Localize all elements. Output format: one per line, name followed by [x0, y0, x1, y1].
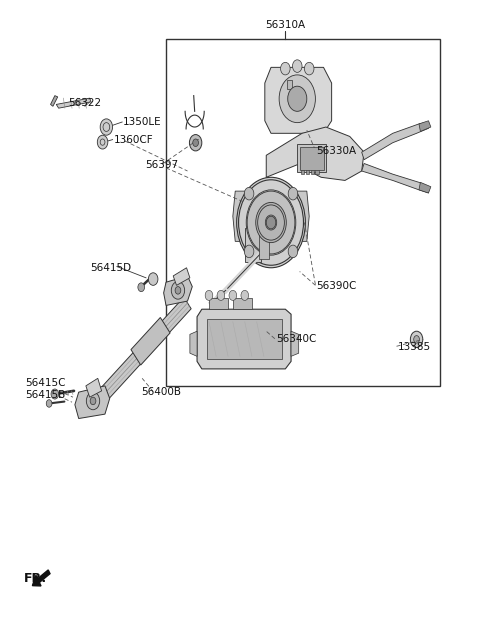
Circle shape	[237, 177, 305, 268]
Polygon shape	[362, 122, 429, 160]
Text: 56415D: 56415D	[91, 263, 132, 273]
Text: 56330A: 56330A	[316, 146, 357, 156]
Circle shape	[97, 135, 108, 149]
Circle shape	[190, 134, 202, 151]
Circle shape	[279, 75, 315, 122]
Circle shape	[304, 62, 314, 75]
Polygon shape	[419, 182, 431, 193]
Text: 13385: 13385	[397, 342, 431, 352]
Bar	[245, 228, 262, 262]
Text: 56340C: 56340C	[276, 334, 316, 345]
Text: 1360CF: 1360CF	[114, 135, 153, 145]
Text: 56310A: 56310A	[265, 20, 305, 30]
Text: 1350LE: 1350LE	[123, 117, 162, 127]
Bar	[233, 298, 252, 309]
Text: FR.: FR.	[24, 572, 48, 584]
Circle shape	[217, 290, 225, 300]
Bar	[315, 170, 319, 174]
Text: 56415B: 56415B	[25, 390, 65, 399]
Bar	[287, 80, 292, 90]
Polygon shape	[75, 386, 110, 418]
Bar	[297, 144, 326, 172]
Bar	[301, 170, 304, 174]
Circle shape	[410, 331, 423, 348]
Polygon shape	[197, 309, 291, 369]
Bar	[300, 146, 324, 170]
Circle shape	[265, 215, 277, 230]
Bar	[259, 231, 269, 259]
Text: 56322: 56322	[68, 98, 101, 108]
Polygon shape	[362, 163, 429, 193]
Circle shape	[244, 187, 254, 200]
FancyArrow shape	[33, 570, 50, 586]
Circle shape	[246, 190, 296, 255]
Polygon shape	[233, 191, 309, 242]
Circle shape	[100, 119, 113, 135]
Circle shape	[292, 60, 302, 73]
Text: 56415C: 56415C	[25, 379, 66, 388]
Bar	[166, 39, 441, 386]
Polygon shape	[291, 331, 299, 357]
Circle shape	[288, 86, 307, 111]
Polygon shape	[86, 379, 102, 397]
Circle shape	[205, 290, 213, 300]
Circle shape	[241, 290, 249, 300]
Polygon shape	[50, 96, 58, 106]
Polygon shape	[266, 127, 364, 180]
Circle shape	[281, 62, 290, 75]
Bar	[306, 170, 309, 174]
Polygon shape	[91, 297, 191, 411]
Circle shape	[414, 336, 420, 343]
Circle shape	[239, 180, 303, 265]
Circle shape	[175, 286, 181, 294]
Polygon shape	[131, 317, 170, 365]
Circle shape	[256, 203, 286, 243]
Circle shape	[229, 290, 237, 300]
Circle shape	[51, 389, 59, 399]
Circle shape	[171, 281, 185, 299]
Circle shape	[288, 187, 298, 200]
Circle shape	[288, 245, 298, 257]
Circle shape	[86, 392, 100, 410]
Polygon shape	[419, 121, 431, 131]
Circle shape	[138, 283, 144, 292]
Bar	[206, 319, 281, 360]
Circle shape	[90, 397, 96, 404]
Text: 56390C: 56390C	[316, 281, 357, 291]
Text: 56400B: 56400B	[141, 387, 181, 397]
Polygon shape	[265, 68, 332, 133]
Text: 56397: 56397	[144, 160, 178, 170]
Polygon shape	[56, 98, 91, 108]
Circle shape	[46, 399, 52, 407]
Polygon shape	[164, 276, 192, 305]
Polygon shape	[190, 331, 197, 357]
Circle shape	[247, 191, 295, 254]
Circle shape	[266, 216, 276, 229]
Circle shape	[193, 139, 199, 146]
Circle shape	[148, 273, 158, 285]
Bar	[209, 298, 228, 309]
Circle shape	[244, 245, 254, 257]
Bar	[311, 170, 314, 174]
Circle shape	[258, 205, 284, 240]
Polygon shape	[173, 268, 190, 285]
